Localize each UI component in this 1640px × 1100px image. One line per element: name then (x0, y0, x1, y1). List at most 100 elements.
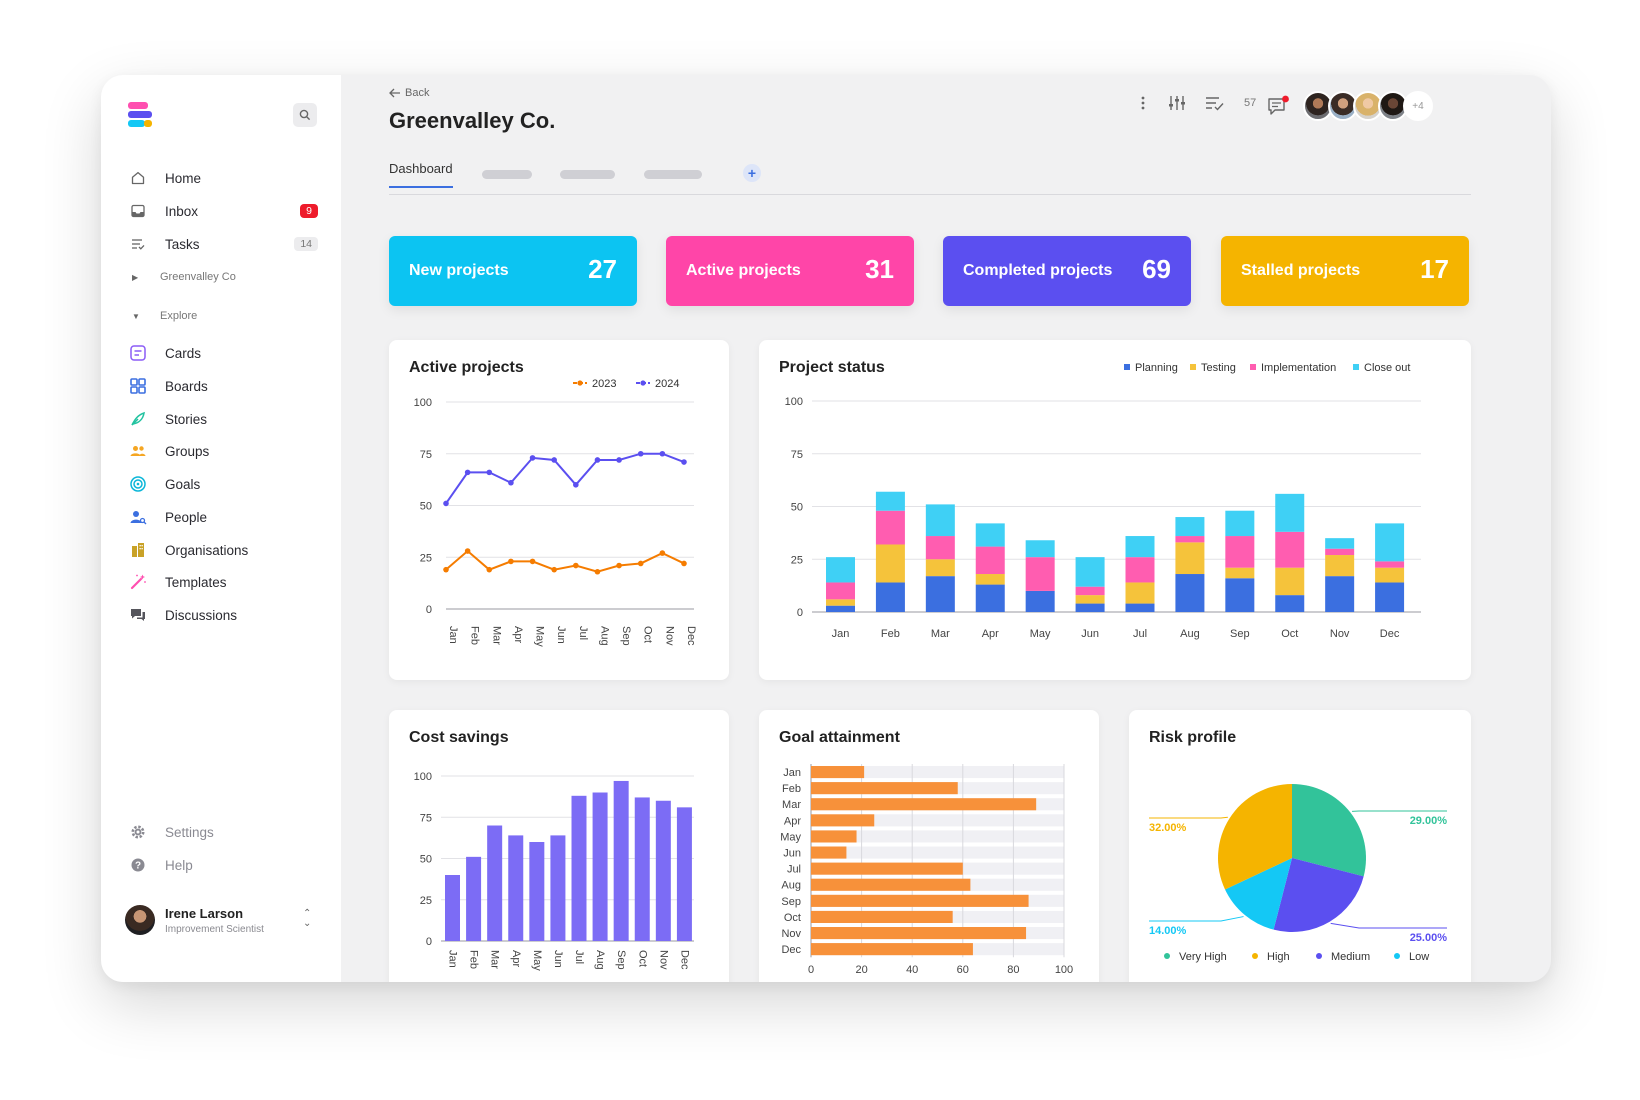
sidebar-item-label: Stories (165, 411, 208, 427)
series-line-2023 (445, 549, 685, 573)
sidebar: Home Inbox 9 Tasks 14 ▶ Greenvalley Co ▼… (101, 75, 341, 982)
sidebar-item-groups[interactable]: Groups (128, 439, 318, 463)
goal-attainment-chart: 0 20 40 60 80 100 Jan Feb Mar Apr May Jun Jul Aug Sep O… (780, 764, 1073, 976)
bar-segment-testing (1325, 555, 1355, 577)
sidebar-item-boards[interactable]: Boards (128, 374, 318, 398)
y-tick-label: 25 (420, 552, 432, 564)
bar-segment-close-out (1275, 493, 1305, 532)
bar-segment-planning (1175, 574, 1205, 612)
tab-dashboard[interactable]: Dashboard (389, 161, 453, 188)
bar-segment-close-out (975, 523, 1005, 547)
home-icon (128, 168, 148, 188)
sidebar-item-tasks[interactable]: Tasks 14 (128, 232, 318, 256)
data-point (573, 482, 579, 488)
x-tick-label: 0 (808, 964, 814, 976)
tab-placeholder[interactable] (482, 170, 532, 179)
callout-line (1149, 816, 1228, 819)
tab-placeholder[interactable] (560, 170, 615, 179)
list-check-icon (1206, 97, 1224, 111)
sidebar-search-button[interactable] (293, 103, 317, 127)
card-title: Goal attainment (779, 729, 900, 746)
bar (811, 782, 958, 795)
legend-dot (1164, 953, 1170, 959)
stat-card-active[interactable]: Active projects 31 (666, 236, 914, 306)
more-menu-button[interactable] (1140, 95, 1146, 111)
stat-card-stalled[interactable]: Stalled projects 17 (1221, 236, 1469, 306)
comments-button[interactable] (1267, 95, 1291, 117)
sidebar-item-organisations[interactable]: Organisations (128, 538, 318, 562)
stat-card-completed[interactable]: Completed projects 69 (943, 236, 1191, 306)
bar-segment-close-out (1125, 536, 1155, 558)
help-icon: ? (128, 855, 148, 875)
collaborator-avatars[interactable]: +4 (1303, 91, 1443, 123)
y-tick-label: 25 (791, 554, 803, 566)
data-point (529, 455, 536, 461)
user-profile[interactable]: Irene Larson Improvement Scientist ⌃ ⌄ (125, 905, 325, 939)
bar-segment-close-out (1175, 517, 1205, 537)
add-tab-button[interactable]: + (743, 164, 761, 182)
sidebar-section-workspace[interactable]: ▶ Greenvalley Co (132, 271, 236, 283)
filter-button[interactable] (1168, 95, 1186, 111)
bar (811, 814, 875, 827)
bar-segment-planning (1075, 603, 1105, 612)
bar (811, 862, 963, 875)
sidebar-item-home[interactable]: Home (128, 166, 318, 190)
chevron-updown-icon[interactable]: ⌃ ⌄ (303, 908, 312, 929)
stat-value: 31 (865, 254, 894, 284)
sidebar-item-label: Templates (165, 574, 227, 590)
stat-card-new[interactable]: New projects 27 (389, 236, 637, 306)
legend-label: Medium (1331, 951, 1370, 963)
bar-segment-planning (1375, 582, 1405, 612)
back-link[interactable]: Back (389, 87, 429, 99)
sidebar-item-help[interactable]: ? Help (128, 853, 318, 877)
bar-segment-close-out (875, 491, 905, 511)
goal-attainment-card: 0 20 40 60 80 100 Jan Feb Mar Apr May Jun Jul Aug Sep O… (759, 710, 1099, 982)
bar-segment-implementation (1075, 586, 1105, 596)
y-tick-label: 75 (791, 449, 803, 461)
legend-swatch (1250, 364, 1256, 370)
x-tick-label: Feb (881, 628, 900, 640)
bar-segment-close-out (1325, 538, 1355, 549)
bar-segment-testing (875, 544, 905, 583)
data-point (486, 566, 493, 573)
tab-placeholder[interactable] (644, 170, 702, 179)
pie-slice-very-high (1292, 784, 1366, 877)
bar-segment-implementation (1125, 557, 1155, 583)
y-tick-label: 50 (420, 501, 432, 513)
x-tick-label: Sep (615, 950, 627, 970)
data-point (529, 558, 536, 565)
sidebar-item-goals[interactable]: Goals (128, 472, 318, 496)
y-tick-label: 100 (414, 771, 432, 783)
x-tick-label: Sep (620, 626, 632, 646)
x-tick-label: Jan (447, 626, 459, 644)
sidebar-item-label: Cards (165, 345, 202, 361)
sidebar-item-templates[interactable]: Templates (128, 570, 318, 594)
series-line-2024 (445, 452, 685, 505)
sidebar-item-people[interactable]: People (128, 505, 318, 529)
bar-segment-testing (1125, 582, 1155, 604)
y-tick-label: 25 (420, 895, 432, 907)
bar-segment-implementation (826, 582, 855, 600)
bar-segment-testing (1225, 567, 1255, 579)
task-list-button[interactable] (1205, 95, 1225, 111)
y-tick-label: Nov (781, 928, 801, 940)
organisations-icon (128, 540, 148, 560)
sidebar-item-inbox[interactable]: Inbox 9 (128, 199, 318, 223)
sidebar-item-settings[interactable]: Settings (128, 820, 318, 844)
sidebar-section-explore[interactable]: ▼ Explore (132, 310, 198, 322)
bar-segment-planning (1025, 590, 1055, 612)
card-title: Cost savings (409, 729, 509, 746)
x-tick-label: May (1030, 628, 1051, 640)
user-name: Irene Larson (165, 906, 244, 921)
groups-icon (128, 441, 148, 461)
x-tick-label: 20 (855, 964, 867, 976)
sidebar-item-cards[interactable]: Cards (128, 341, 318, 365)
pie-slice-low (1225, 858, 1292, 930)
x-tick-label: Aug (594, 950, 606, 970)
sidebar-item-discussions[interactable]: Discussions (128, 603, 318, 627)
x-tick-label: May (531, 950, 543, 971)
app-logo[interactable] (128, 102, 152, 128)
legend-label: 2024 (655, 378, 679, 390)
chevron-right-icon: ▶ (132, 272, 139, 282)
sidebar-item-stories[interactable]: Stories (128, 407, 318, 431)
